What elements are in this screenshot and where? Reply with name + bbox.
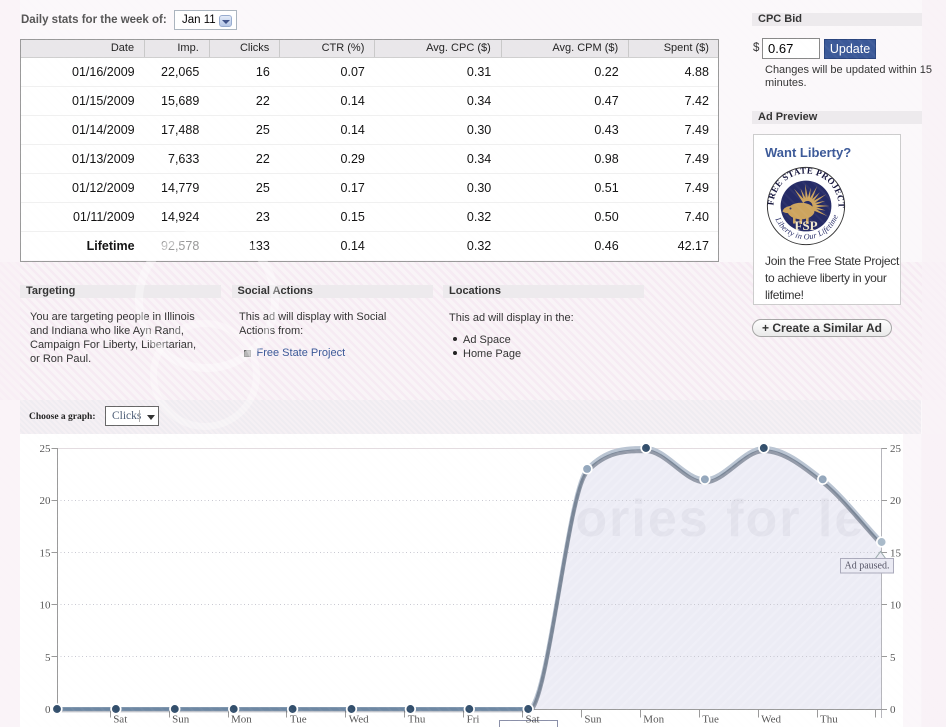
svg-text:Sun: Sun bbox=[584, 714, 602, 726]
svg-text:10: 10 bbox=[890, 600, 902, 612]
svg-text:10: 10 bbox=[40, 600, 52, 612]
svg-text:25: 25 bbox=[40, 443, 52, 455]
svg-text:Ad paused.: Ad paused. bbox=[845, 561, 890, 572]
svg-text:25: 25 bbox=[890, 443, 902, 455]
svg-text:0: 0 bbox=[45, 704, 51, 716]
svg-text:5: 5 bbox=[890, 652, 896, 664]
svg-text:memories for less: memories for less bbox=[448, 490, 927, 548]
svg-text:Sat: Sat bbox=[113, 714, 127, 726]
svg-text:Sun: Sun bbox=[172, 714, 190, 726]
svg-text:5: 5 bbox=[45, 652, 51, 664]
svg-text:15: 15 bbox=[40, 547, 52, 559]
svg-text:Tue: Tue bbox=[290, 714, 307, 726]
svg-text:Fri: Fri bbox=[467, 714, 480, 726]
svg-text:20: 20 bbox=[40, 495, 52, 507]
svg-text:Thu: Thu bbox=[408, 714, 426, 726]
svg-text:0: 0 bbox=[890, 704, 896, 716]
svg-text:Tue: Tue bbox=[702, 714, 719, 726]
svg-text:Wed: Wed bbox=[349, 714, 369, 726]
svg-text:Thu: Thu bbox=[820, 714, 838, 726]
svg-text:Mon: Mon bbox=[231, 714, 252, 726]
svg-text:Mon: Mon bbox=[643, 714, 664, 726]
svg-text:15: 15 bbox=[890, 547, 902, 559]
svg-text:FSP: FSP bbox=[794, 218, 817, 233]
svg-text:20: 20 bbox=[890, 495, 902, 507]
svg-text:Wed: Wed bbox=[761, 714, 781, 726]
svg-text:Sat: Sat bbox=[526, 714, 540, 726]
